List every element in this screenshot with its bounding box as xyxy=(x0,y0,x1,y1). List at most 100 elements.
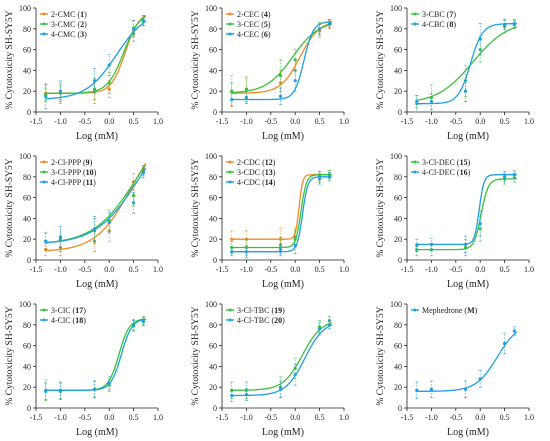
x-tick-label: 1.0 xyxy=(339,117,349,126)
legend-label: 3-Cl-DEC (15) xyxy=(422,158,471,167)
legend-name: 4-ClC ( xyxy=(51,316,76,325)
legend-compound-number: 18 xyxy=(75,316,83,325)
data-point xyxy=(92,387,97,391)
y-axis-label: % Cytotoxicity SH-SY5Y xyxy=(5,10,15,109)
legend-name: 4-Cl-PPP ( xyxy=(51,178,86,187)
legend-marker xyxy=(228,308,232,312)
legend-marker xyxy=(42,12,46,16)
legend-name: 4-CMC ( xyxy=(51,30,80,39)
chart-panel-p2: 0 20 40 60 80 100 -1.5 -1.0 -0.5 0.0 0.5 1.0 Log (mM… xyxy=(191,4,349,142)
data-point xyxy=(293,243,297,248)
y-tick-label: 100 xyxy=(19,152,31,161)
series-4-cmc xyxy=(44,14,147,110)
legend-marker xyxy=(228,180,232,184)
legend-label: 3-CDC (13) xyxy=(237,168,276,177)
x-tick-label: -1.5 xyxy=(216,265,229,274)
series-3-cbc xyxy=(415,20,517,113)
data-point xyxy=(278,94,283,98)
chart-panel-p5: 0 20 40 60 80 100 -1.5 -1.0 -0.5 0.0 0.5 1.0 Log (mM… xyxy=(191,152,349,290)
legend-paren: ) xyxy=(268,20,271,29)
series-4-cl-tbc xyxy=(230,320,333,403)
data-point xyxy=(44,239,48,243)
legend-marker xyxy=(413,170,417,174)
legend-compound-number: 5 xyxy=(264,20,268,29)
legend-marker xyxy=(228,318,232,322)
x-tick-label: 0.5 xyxy=(500,117,510,126)
y-tick-label: 20 xyxy=(23,87,31,96)
legend-label: 3-ClC (17) xyxy=(51,306,86,315)
y-tick-label: 40 xyxy=(23,66,31,75)
data-point xyxy=(107,220,111,225)
y-tick-label: 40 xyxy=(394,66,402,75)
y-tick-label: 20 xyxy=(394,235,402,244)
x-tick-label: 1.0 xyxy=(153,413,163,422)
legend-name: 2-CEC ( xyxy=(237,10,264,19)
data-point xyxy=(503,23,507,27)
chart-panel-p4: 0 20 40 60 80 100 -1.5 -1.0 -0.5 0.0 0.5 1.0 Log (mM… xyxy=(5,152,163,290)
x-tick-label: 1.0 xyxy=(524,265,534,274)
data-point xyxy=(415,248,419,252)
series-4-cbc xyxy=(415,19,517,111)
legend-compound-number: 10 xyxy=(86,168,94,177)
data-point xyxy=(92,227,97,231)
x-tick-label: -1.0 xyxy=(425,265,438,274)
legend-name: 3-Cl-TBC ( xyxy=(237,306,274,315)
data-point xyxy=(503,175,507,179)
legend-marker xyxy=(42,32,46,36)
y-tick-label: 60 xyxy=(394,342,402,351)
y-tick-label: 100 xyxy=(390,152,402,161)
x-tick-label: -1.0 xyxy=(240,117,253,126)
legend-compound-number: 14 xyxy=(265,178,273,187)
y-axis-label: % Cytotoxicity SH-SY5Y xyxy=(191,306,201,405)
legend-marker xyxy=(42,308,46,312)
data-point xyxy=(107,381,111,385)
fit-curve xyxy=(45,15,147,94)
chart-panel-p7: 0 20 40 60 80 100 -1.5 -1.0 -0.5 0.0 0.5 1.0 Log (mM… xyxy=(5,300,163,438)
data-point xyxy=(58,389,63,393)
y-tick-label: 20 xyxy=(209,87,217,96)
legend-paren: ) xyxy=(273,158,276,167)
x-tick-label: -1.5 xyxy=(30,413,43,422)
legend-label: 3-Cl-PPP (10) xyxy=(51,168,97,177)
data-point xyxy=(318,177,322,181)
legend-marker xyxy=(413,160,417,164)
series-mephedrone xyxy=(415,326,518,399)
x-tick-label: 0.5 xyxy=(500,413,510,422)
chart-panel-p1: 0 20 40 60 80 100 -1.5 -1.0 -0.5 0.0 0.5 1.0 Log (mM… xyxy=(5,4,163,142)
legend-marker xyxy=(42,160,46,164)
x-tick-label: -1.5 xyxy=(30,265,43,274)
x-tick-label: 0.0 xyxy=(475,265,485,274)
y-tick-label: 40 xyxy=(209,66,217,75)
data-point xyxy=(132,324,136,328)
data-point xyxy=(132,27,136,31)
x-tick-label: -1.0 xyxy=(240,413,253,422)
legend-name: 2-CMC ( xyxy=(51,10,80,19)
legend-marker xyxy=(42,22,46,26)
legend-marker xyxy=(228,170,232,174)
legend-name: 3-CMC ( xyxy=(51,20,80,29)
legend-marker xyxy=(413,308,417,312)
data-point xyxy=(293,79,297,83)
legend-label: 2-CEC (4) xyxy=(237,10,271,19)
x-tick-label: -0.5 xyxy=(78,413,91,422)
y-tick-label: 60 xyxy=(394,46,402,55)
legend-paren: ) xyxy=(282,316,285,325)
y-tick-label: 80 xyxy=(23,173,31,182)
y-axis-label: % Cytotoxicity SH-SY5Y xyxy=(5,306,15,405)
y-tick-label: 40 xyxy=(23,362,31,371)
y-tick-label: 80 xyxy=(394,173,402,182)
x-tick-label: -1.5 xyxy=(216,413,229,422)
x-tick-label: 1.0 xyxy=(339,413,349,422)
y-tick-label: 40 xyxy=(394,214,402,223)
fit-curve xyxy=(416,174,517,246)
legend-compound-number: 3 xyxy=(80,30,84,39)
legend-paren: ) xyxy=(84,30,87,39)
data-point xyxy=(512,173,516,177)
y-tick-label: 0 xyxy=(27,256,31,265)
x-tick-label: -0.5 xyxy=(264,117,277,126)
legend-marker xyxy=(228,12,232,16)
x-axis-label: Log (mM) xyxy=(262,131,304,142)
legend-compound-number: 12 xyxy=(265,158,273,167)
y-tick-label: 60 xyxy=(209,46,217,55)
